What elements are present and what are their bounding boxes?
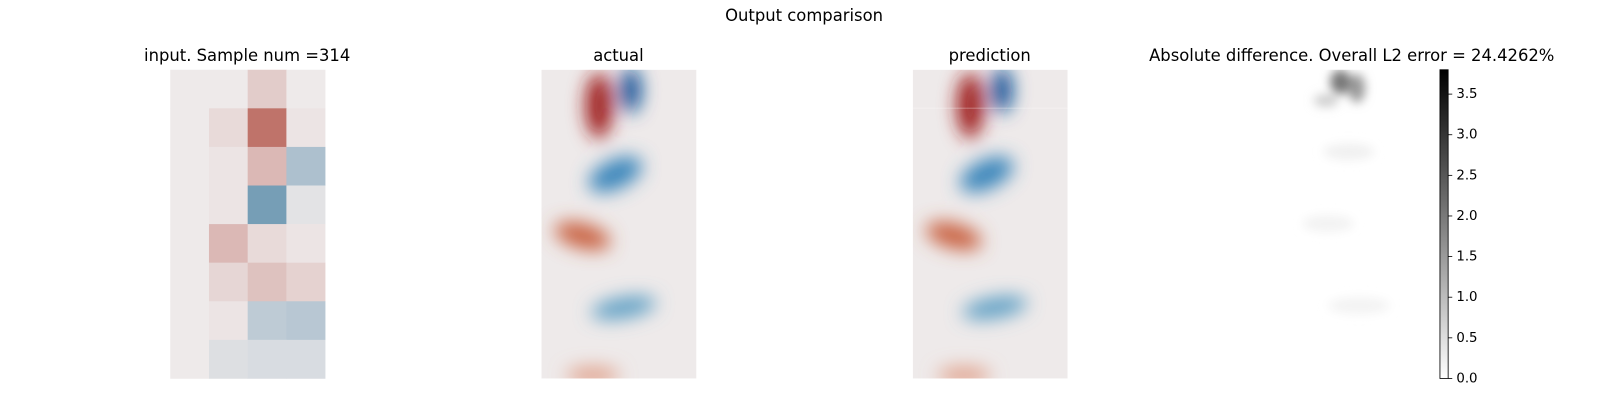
- heat-cell: [247, 301, 287, 341]
- heat-cell: [247, 69, 287, 109]
- heat-cell: [208, 224, 248, 263]
- heat-cell: [208, 185, 248, 225]
- figure-title: Output comparison: [725, 6, 883, 25]
- input-heatmap: [170, 69, 326, 379]
- heat-cell: [286, 108, 326, 148]
- heat-cell: [247, 262, 287, 302]
- heat-cell: [208, 69, 248, 109]
- heat-cell: [286, 69, 326, 109]
- heat-cell: [208, 262, 248, 302]
- colorbar-tick-label: 3.5: [1456, 87, 1477, 102]
- heat-cell: [286, 339, 326, 379]
- prediction-image: [912, 68, 1068, 384]
- colorbar-tick-label: 2.5: [1456, 168, 1477, 183]
- panel-title: input. Sample num =314: [144, 46, 350, 65]
- heat-cell: [170, 69, 210, 109]
- colorbar-tick-label: 3.0: [1456, 128, 1477, 143]
- difference-image: [1276, 69, 1432, 379]
- panel-title: actual: [593, 46, 643, 65]
- panel-title: Absolute difference. Overall L2 error = …: [1149, 46, 1554, 65]
- actual-image: [542, 68, 697, 384]
- heat-cell: [170, 185, 210, 225]
- panel-title: prediction: [949, 46, 1031, 65]
- heat-cell: [286, 301, 326, 341]
- canvas: Output comparison input. Sample num =314…: [144, 6, 1554, 387]
- heat-cell: [286, 224, 326, 263]
- heat-cell: [208, 301, 248, 341]
- heat-cell: [170, 146, 210, 186]
- heat-cell: [170, 108, 210, 148]
- heat-cell: [247, 185, 287, 225]
- heat-cell: [286, 146, 326, 186]
- colorbar: 0.0 0.5 1.0 1.5 2.0 2.5 3.0 3.5: [1439, 69, 1478, 386]
- heat-cell: [286, 185, 326, 225]
- colorbar-tick-label: 1.5: [1456, 250, 1477, 265]
- heat-cell: [208, 108, 248, 148]
- heat-cell: [247, 146, 287, 186]
- colorbar-tick-label: 1.0: [1456, 290, 1477, 305]
- heat-cell: [170, 339, 210, 379]
- heat-cell: [247, 339, 287, 379]
- heat-cell: [208, 146, 248, 186]
- heat-cell: [247, 224, 287, 263]
- colorbar-tick-label: 2.0: [1456, 209, 1477, 224]
- colorbar-tick-label: 0.5: [1456, 331, 1477, 346]
- heat-cell: [286, 262, 326, 302]
- heat-cell: [208, 339, 248, 379]
- heat-cell: [170, 224, 210, 263]
- heat-cell: [170, 301, 210, 341]
- colorbar-gradient: [1439, 69, 1449, 379]
- heat-cell: [247, 108, 287, 148]
- colorbar-tick-label: 0.0: [1456, 371, 1477, 386]
- heat-cell: [170, 262, 210, 302]
